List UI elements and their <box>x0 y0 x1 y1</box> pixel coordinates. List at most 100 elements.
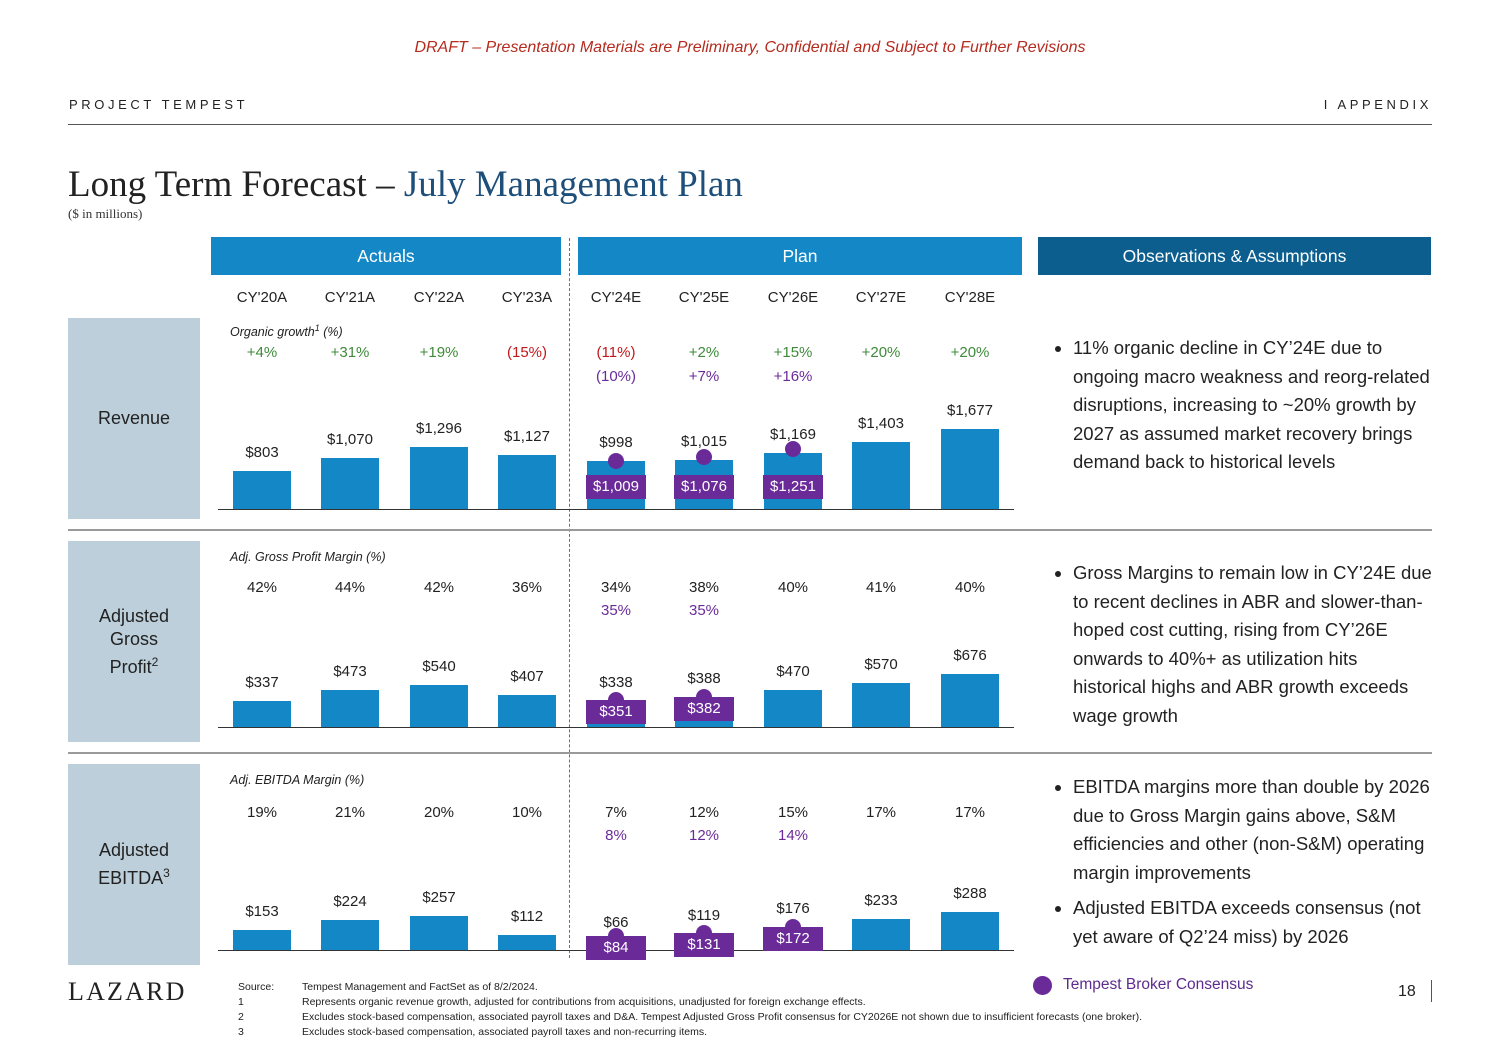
row-separator <box>68 752 1432 754</box>
year-label: CY'23A <box>501 289 553 306</box>
bar <box>852 682 910 727</box>
bar <box>410 915 468 950</box>
bar-value-label: $570 <box>864 655 898 673</box>
row-label-ebitda-sup: 3 <box>163 866 170 880</box>
margin-pct: 7% <box>605 804 627 821</box>
consensus-value-label: $1,076 <box>674 475 734 499</box>
consensus-pct: 8% <box>605 827 627 844</box>
row-label-gross-profit-text: Adjusted Gross Profit <box>98 605 170 677</box>
consensus-pct: 35% <box>600 602 632 619</box>
margin-pct: 12% <box>688 804 720 821</box>
bar-value-label: $1,403 <box>858 414 904 432</box>
metric-name-ebitda: Adj. EBITDA Margin <box>230 773 342 787</box>
margin-pct: 17% <box>865 804 897 821</box>
metric-unit-ebitda: (%) <box>341 773 365 787</box>
bar-value-label: $119 <box>687 907 721 925</box>
margin-pct: 19% <box>246 804 278 821</box>
consensus-value-label: $382 <box>674 697 734 722</box>
bar-value-label: $540 <box>422 657 456 675</box>
bar-value-label: $338 <box>599 673 633 691</box>
metric-label-ebitda: Adj. EBITDA Margin (%) <box>230 773 364 787</box>
margin-pct: 20% <box>423 804 455 821</box>
bar <box>941 674 999 727</box>
margin-pct: +4% <box>246 344 278 361</box>
margin-pct: +19% <box>419 344 459 361</box>
consensus-pct: 12% <box>688 827 720 844</box>
margin-pct: 21% <box>334 804 366 821</box>
observation-bullet: EBITDA margins more than double by 2026 … <box>1073 773 1432 887</box>
metric-label-revenue: Organic growth1 (%) <box>230 323 343 339</box>
metric-unit-revenue: (%) <box>319 325 343 340</box>
bar-value-label: $66 <box>603 914 629 932</box>
row-label-revenue: Revenue <box>68 318 200 519</box>
margin-pct: 40% <box>777 579 809 596</box>
footnote-text: Excludes stock-based compensation, assoc… <box>302 1026 708 1038</box>
margin-pct: 34% <box>600 579 632 596</box>
bar <box>498 455 556 509</box>
plan-header: Plan <box>578 237 1022 275</box>
bar-value-label: $998 <box>599 434 633 452</box>
bar-value-label: $224 <box>333 893 367 911</box>
bar-value-label: $1,677 <box>947 401 993 419</box>
footnote-text: Tempest Management and FactSet as of 8/2… <box>302 981 538 993</box>
observation-bullet: Gross Margins to remain low in CY’24E du… <box>1073 559 1432 731</box>
footnote-text: Represents organic revenue growth, adjus… <box>302 996 866 1008</box>
margin-pct: 15% <box>777 804 809 821</box>
bar <box>498 695 556 727</box>
section-name: I APPENDIX <box>1323 97 1432 112</box>
metric-label-gross-profit: Adj. Gross Profit Margin (%) <box>230 550 386 564</box>
page-number: 18 <box>1398 983 1416 1000</box>
margin-pct: 17% <box>954 804 986 821</box>
margin-pct: +20% <box>861 344 901 361</box>
row-label-revenue-text: Revenue <box>97 408 171 428</box>
bar-value-label: $388 <box>687 669 721 687</box>
title-highlight: July Management Plan <box>403 164 743 205</box>
bar <box>498 935 556 950</box>
metric-name-revenue: Organic growth <box>230 325 315 340</box>
year-label: CY'21A <box>324 289 376 306</box>
bar-value-label: $233 <box>864 891 898 909</box>
units-note: ($ in millions) <box>68 206 143 221</box>
bar-value-label: $470 <box>776 663 810 681</box>
page-title: Long Term Forecast – July Management Pla… <box>68 163 743 206</box>
metric-sup-revenue: 1 <box>314 323 320 333</box>
bar-value-label: $803 <box>245 443 279 461</box>
margin-pct: +31% <box>330 344 370 361</box>
bar <box>410 684 468 727</box>
bar <box>233 700 291 727</box>
bar-value-label: $473 <box>333 663 367 681</box>
page-number-rule <box>1431 980 1432 1002</box>
row-label-ebitda: Adjusted EBITDA3 <box>68 764 200 965</box>
consensus-marker <box>696 449 712 466</box>
bar <box>852 441 910 509</box>
title-prefix: Long Term Forecast – <box>68 164 404 205</box>
margin-pct: 41% <box>865 579 897 596</box>
observation-bullet: Adjusted EBITDA exceeds consensus (not y… <box>1073 894 1432 951</box>
footnote-key: 2 <box>238 1011 244 1023</box>
bar <box>410 446 468 509</box>
margin-pct: 10% <box>511 804 543 821</box>
consensus-marker <box>785 441 801 458</box>
consensus-pct: 14% <box>777 827 809 844</box>
margin-pct: +20% <box>950 344 990 361</box>
margin-pct: (11%) <box>596 344 636 361</box>
bar-value-label: $1,127 <box>504 428 550 446</box>
metric-unit-gross-profit: (%) <box>362 550 386 564</box>
row-label-ebitda-text: Adjusted EBITDA <box>98 840 170 888</box>
bar-value-label: $407 <box>510 668 544 686</box>
row-separator <box>68 529 1432 531</box>
bar <box>233 470 291 509</box>
actuals-header: Actuals <box>211 237 561 275</box>
margin-pct: +15% <box>773 344 813 361</box>
year-label: CY'26E <box>767 289 819 306</box>
margin-pct: 44% <box>334 579 366 596</box>
observation-ebitda: EBITDA margins more than double by 2026 … <box>1040 773 1432 959</box>
margin-pct: (15%) <box>506 344 547 361</box>
bar-value-label: $112 <box>510 908 544 926</box>
bar-value-label: $1,296 <box>416 419 462 437</box>
consensus-value-label: $172 <box>763 927 823 952</box>
observation-revenue: 11% organic decline in CY’24E due to ong… <box>1040 334 1432 484</box>
year-label: CY'25E <box>678 289 730 306</box>
year-label: CY'27E <box>855 289 907 306</box>
project-name: PROJECT TEMPEST <box>69 97 249 112</box>
